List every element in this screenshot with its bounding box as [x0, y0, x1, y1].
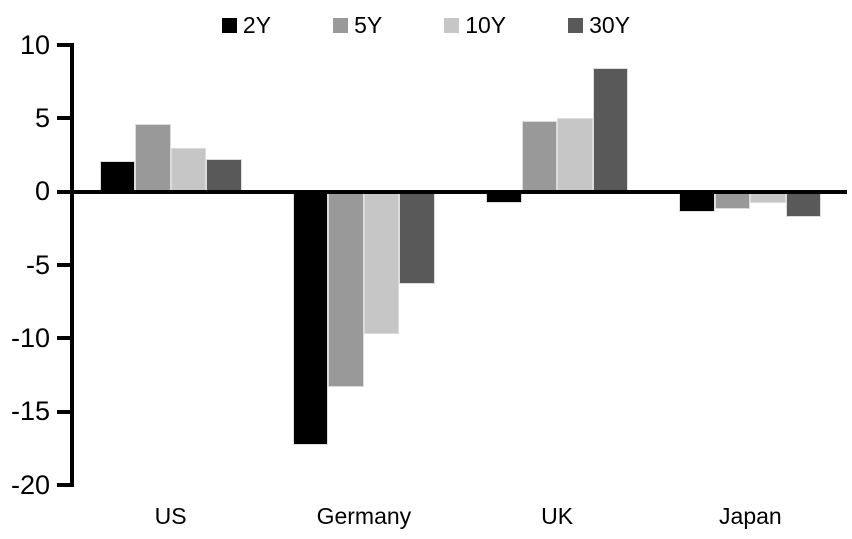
- bar-germany-5y: [328, 191, 364, 387]
- legend-label-10y: 10Y: [465, 12, 507, 38]
- legend-swatch-30y: [568, 18, 584, 33]
- x-category-label-japan: Japan: [719, 503, 782, 529]
- bar-us-5y: [135, 124, 171, 192]
- y-tick-mark: [57, 409, 70, 414]
- bar-japan-30y: [785, 191, 822, 217]
- y-tick-mark: [57, 43, 70, 47]
- y-tick-mark: [57, 116, 70, 121]
- y-tick-label: 0: [34, 176, 50, 207]
- legend-label-5y: 5Y: [354, 12, 383, 38]
- legend-item-2y: 2Y: [221, 12, 272, 38]
- zero-axis-line: [70, 189, 847, 194]
- bar-us-2y: [99, 160, 136, 192]
- y-tick-label: -10: [10, 322, 50, 353]
- y-axis-line: [70, 43, 74, 487]
- chart-legend: 2Y 5Y 10Y 30Y: [0, 14, 852, 37]
- y-tick-mark: [57, 483, 70, 487]
- bar-germany-10y: [363, 191, 400, 334]
- legend-label-30y: 30Y: [589, 12, 631, 38]
- x-category-label-us: US: [154, 503, 187, 529]
- y-tick-label: 10: [19, 29, 50, 60]
- legend-item-10y: 10Y: [444, 14, 506, 37]
- bar-uk-5y: [521, 121, 558, 192]
- legend-swatch-2y: [221, 18, 237, 33]
- y-tick-label: -5: [25, 249, 50, 280]
- legend-swatch-10y: [444, 18, 460, 33]
- bar-germany-30y: [399, 191, 435, 285]
- bar-japan-2y: [679, 191, 715, 213]
- y-tick-label: -20: [10, 469, 50, 500]
- bar-us-30y: [206, 159, 242, 192]
- y-tick-mark: [57, 189, 70, 194]
- y-tick-label: -15: [10, 396, 50, 427]
- bar-germany-2y: [292, 191, 329, 446]
- x-category-label-uk: UK: [541, 503, 574, 529]
- legend-item-5y: 5Y: [333, 14, 382, 37]
- bar-japan-5y: [714, 191, 751, 210]
- y-tick-mark: [57, 263, 70, 267]
- y-tick-mark: [57, 336, 70, 341]
- legend-label-2y: 2Y: [242, 12, 272, 38]
- legend-item-30y: 30Y: [568, 14, 630, 37]
- legend-swatch-5y: [333, 18, 349, 33]
- y-tick-label: 5: [34, 102, 50, 133]
- x-category-label-germany: Germany: [316, 503, 412, 529]
- bar-uk-10y: [557, 118, 593, 192]
- bar-us-10y: [170, 147, 207, 192]
- bar-uk-30y: [592, 68, 629, 192]
